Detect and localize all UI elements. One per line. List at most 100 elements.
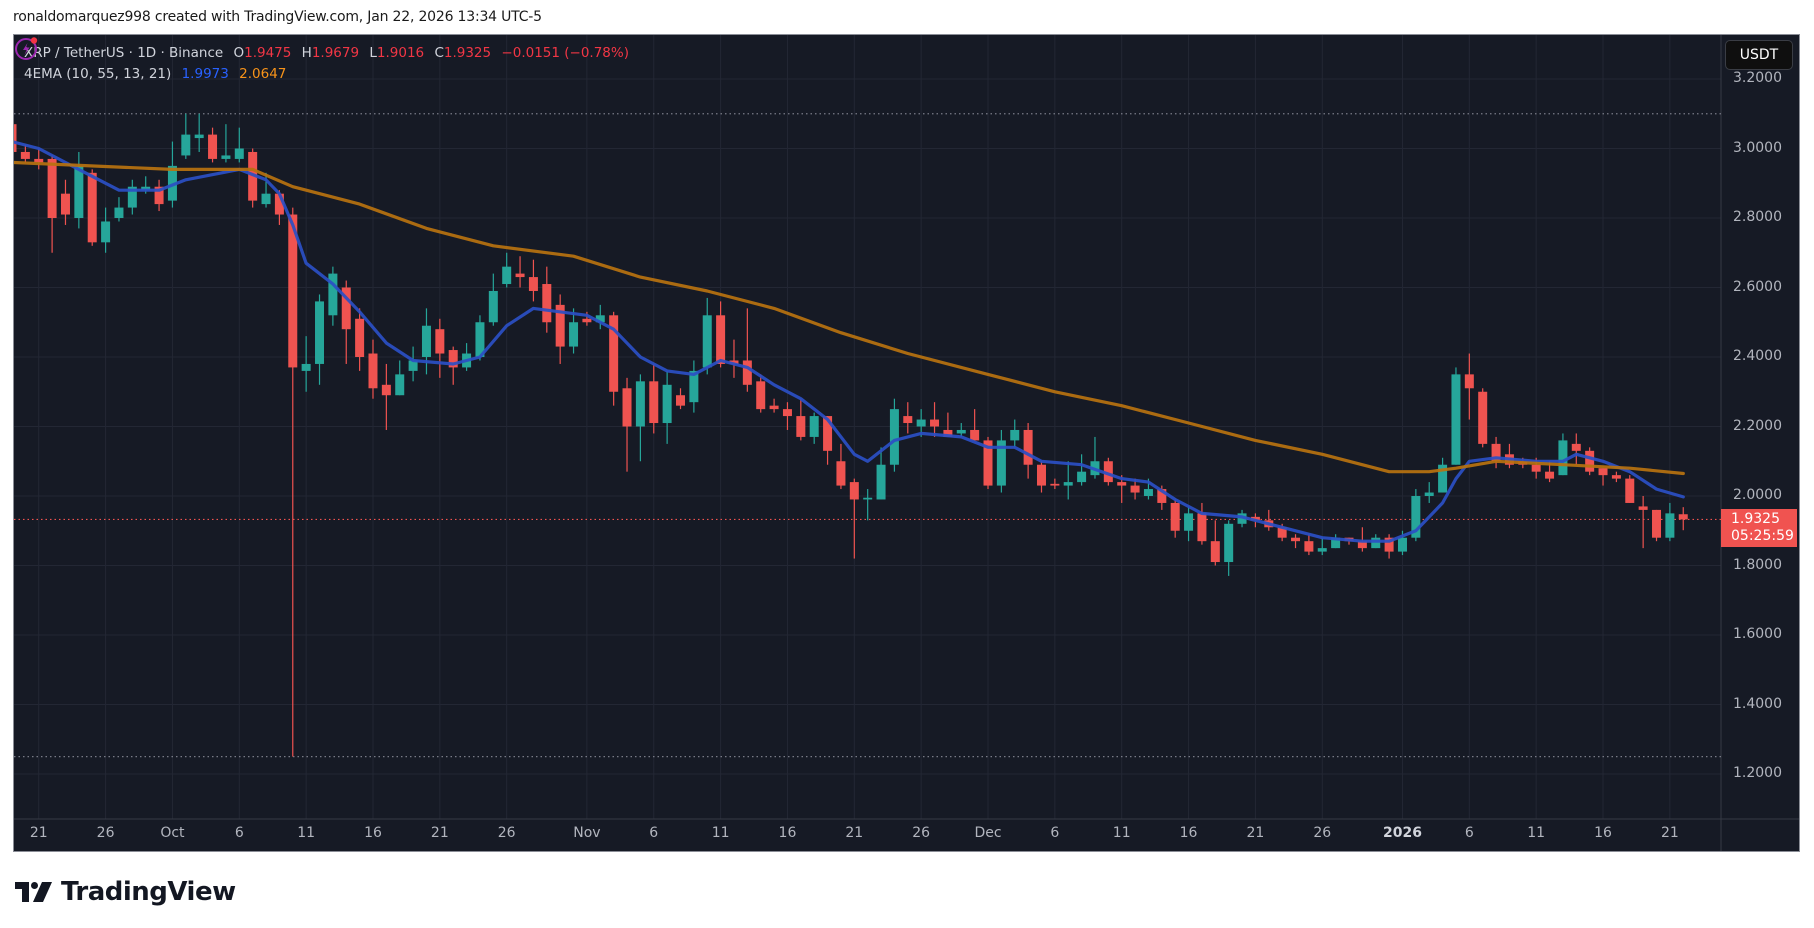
time-axis-label: Oct <box>160 825 185 841</box>
candle <box>448 346 458 385</box>
candle <box>849 478 859 559</box>
candle <box>622 377 632 472</box>
candle <box>943 412 953 437</box>
candle <box>769 398 779 413</box>
candle <box>1264 509 1274 531</box>
time-axis-label: 26 <box>912 825 931 841</box>
candle <box>1558 433 1568 476</box>
price-axis-label: 1.6000 <box>1733 626 1782 642</box>
price-axis-label: 1.8000 <box>1733 556 1782 573</box>
candle <box>114 197 124 222</box>
ema-fast-value: 1.9973 <box>181 66 229 82</box>
chart-credit: ronaldomarquez998 created with TradingVi… <box>13 9 542 25</box>
candle <box>368 339 378 399</box>
candle <box>1625 475 1635 503</box>
candle <box>1478 388 1488 448</box>
price-axis-label: 2.4000 <box>1733 348 1782 364</box>
candle <box>956 423 966 437</box>
candle <box>1010 419 1020 448</box>
time-axis-label: 26 <box>1313 825 1332 841</box>
price-axis-label: 3.2000 <box>1733 70 1782 86</box>
candle <box>154 179 164 212</box>
candle <box>488 273 498 326</box>
currency-button[interactable]: USDT <box>1725 40 1793 70</box>
price-axis-label: 2.2000 <box>1733 417 1782 434</box>
price-axis-label: 1.2000 <box>1733 765 1782 781</box>
ema-line <box>14 160 1685 476</box>
candle <box>1585 447 1595 476</box>
candle <box>127 179 137 215</box>
candle <box>903 402 913 434</box>
symbol-legend-row: XRP / TetherUS · 1D · Binance O1.9475 H 1… <box>24 43 629 64</box>
last-price-value: 1.9325 <box>1731 511 1780 528</box>
candle <box>689 360 699 413</box>
candle <box>569 308 579 354</box>
candle <box>1331 534 1341 549</box>
close-label: C <box>434 45 444 61</box>
time-axis-label: 21 <box>29 825 48 841</box>
candle <box>662 370 672 444</box>
candle <box>167 141 177 208</box>
time-axis-label: 21 <box>1246 825 1265 841</box>
low-value: 1.9016 <box>376 45 425 61</box>
time-axis-label: 26 <box>96 825 115 841</box>
tradingview-logo-text: TradingView <box>61 877 236 907</box>
time-axis-label: 11 <box>1112 825 1131 841</box>
candle <box>101 207 111 253</box>
time-axis-label: Dec <box>974 825 1002 841</box>
time-axis-label: 26 <box>497 825 516 841</box>
open-value: 1.9475 <box>244 45 292 61</box>
candle <box>729 339 739 378</box>
candle <box>1638 496 1648 549</box>
indicator-title[interactable]: 4EMA (10, 55, 13, 21) <box>24 66 172 82</box>
candle <box>1678 507 1688 531</box>
time-axis-label: 16 <box>1179 825 1198 841</box>
candle <box>996 429 1006 493</box>
price-axis-label: 3.0000 <box>1733 139 1782 156</box>
time-axis-label: 21 <box>845 825 864 841</box>
candle <box>1130 478 1140 500</box>
candle <box>462 343 472 371</box>
candle <box>1184 506 1194 542</box>
candle <box>889 398 899 472</box>
chart-legend: XRP / TetherUS · 1D · Binance O1.9475 H 1… <box>24 43 629 85</box>
candle <box>14 124 17 152</box>
ema-slow-value: 2.0647 <box>239 66 287 82</box>
low-label: L <box>369 45 377 61</box>
candle <box>1210 520 1220 566</box>
time-axis-label: 16 <box>778 825 797 841</box>
candle <box>836 443 846 490</box>
close-value: 1.9325 <box>443 45 492 61</box>
candle <box>1571 433 1581 465</box>
chart-frame[interactable]: XRP / TetherUS · 1D · Binance O1.9475 H 1… <box>13 34 1800 852</box>
candle <box>1464 353 1474 420</box>
high-label: H <box>301 45 312 61</box>
candle <box>408 346 418 382</box>
tradingview-logo[interactable]: TradingView <box>15 877 236 907</box>
candle <box>301 336 311 392</box>
price-axis-label: 2.8000 <box>1733 209 1782 225</box>
candle <box>1237 509 1247 528</box>
time-axis-label: 6 <box>1464 825 1474 841</box>
candle <box>1357 527 1367 552</box>
open-label: O <box>233 45 245 61</box>
time-axis-label: 11 <box>1527 825 1546 841</box>
lightning-alert-icon[interactable] <box>14 35 40 61</box>
time-axis-label: 6 <box>234 825 244 841</box>
candle <box>782 402 792 430</box>
candlestick-chart[interactable] <box>14 35 1800 852</box>
candle <box>395 360 405 396</box>
candle <box>1317 537 1327 556</box>
bar-countdown: 05:25:59 <box>1731 528 1794 545</box>
candle <box>716 301 726 368</box>
price-axis-label: 2.0000 <box>1733 487 1782 503</box>
candle <box>20 145 30 163</box>
candle <box>1304 534 1314 556</box>
candle <box>194 113 204 152</box>
candle <box>930 402 940 437</box>
time-axis-label: 11 <box>297 825 316 841</box>
candle <box>595 304 605 330</box>
time-axis-label: 16 <box>364 825 382 841</box>
candle <box>221 124 231 163</box>
symbol-title[interactable]: XRP / TetherUS · 1D · Binance <box>24 45 224 61</box>
